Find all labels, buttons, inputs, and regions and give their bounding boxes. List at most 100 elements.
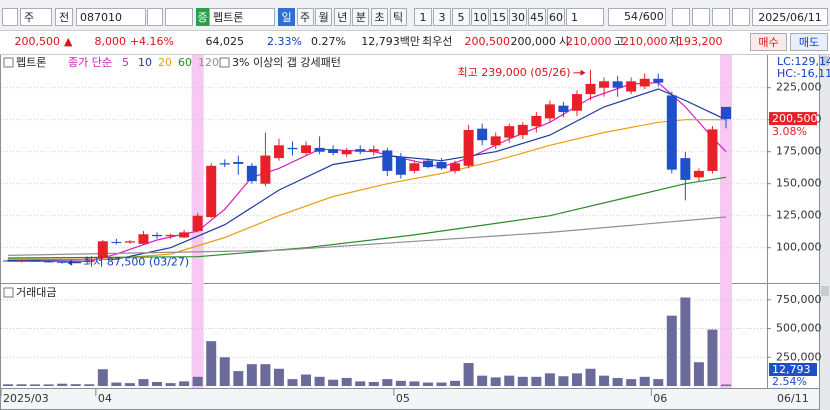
interval-button[interactable]: 45 <box>528 8 546 26</box>
candle-body <box>544 104 555 119</box>
legend-pattern: 3% 이상의 갭 강세패턴 <box>232 56 341 69</box>
candle-body <box>585 83 596 95</box>
change-pct: +4.16% <box>129 35 174 48</box>
volume-bar <box>680 297 691 386</box>
date-input[interactable]: 2025/06/11 <box>752 8 828 26</box>
sound-button[interactable] <box>165 8 193 26</box>
prev-button[interactable]: 전 <box>55 8 73 26</box>
volume-bar <box>463 363 474 386</box>
min-annotation: 최저 87,500 (03/27) <box>83 256 189 269</box>
candle-body <box>666 95 677 170</box>
best-label: 최우선 <box>422 35 453 48</box>
code-input[interactable]: 087010 <box>76 8 146 26</box>
panel-icon[interactable] <box>3 287 14 298</box>
period-button[interactable]: 년 <box>333 8 351 26</box>
panel-icon[interactable] <box>3 57 14 68</box>
period-button[interactable]: 틱 <box>389 8 407 26</box>
count-box[interactable] <box>608 8 666 26</box>
volume-bar <box>273 368 284 386</box>
interval-button[interactable]: 3 <box>433 8 451 26</box>
candle-body <box>341 150 352 155</box>
volume-bar <box>206 341 217 386</box>
change-arrow: ▲ <box>64 35 73 48</box>
candle-body <box>626 81 637 92</box>
ask: 200,500 <box>464 35 511 48</box>
price: 200,500 <box>14 35 61 48</box>
candle-body <box>436 161 447 169</box>
candle-body <box>152 234 163 237</box>
volume-panel <box>0 283 768 389</box>
tool-icon[interactable] <box>692 8 710 26</box>
volume-bar <box>395 380 406 386</box>
legend-entry: 20 <box>158 56 172 69</box>
scrollbar[interactable] <box>820 54 830 410</box>
volume-bar <box>97 369 108 386</box>
buy-button[interactable]: 매수 <box>750 33 787 51</box>
period-button[interactable]: 일 <box>278 8 295 26</box>
sell-button[interactable]: 매도 <box>790 33 828 51</box>
interval-button[interactable]: 15 <box>490 8 508 26</box>
candle-body <box>57 261 68 263</box>
legend-title: 펩트론 <box>16 56 46 69</box>
candle-body <box>490 136 501 146</box>
stock-name[interactable]: 펩트론 <box>209 8 275 26</box>
volume-bar <box>246 364 257 386</box>
interval-button[interactable]: 60 <box>547 8 565 26</box>
end-date: 06/11 <box>777 392 809 405</box>
tool-icon[interactable] <box>732 8 750 26</box>
y-tick-label: 225,000 <box>776 81 822 94</box>
volume-bar <box>138 379 149 386</box>
period-button[interactable]: 초 <box>371 8 388 26</box>
candle-body <box>558 105 569 113</box>
volume-bar <box>721 384 731 386</box>
candle-body <box>16 260 27 262</box>
change: 8,000 <box>94 35 127 48</box>
candle-body <box>571 94 582 111</box>
x-tick-label: 06 <box>653 392 667 405</box>
volume-bar <box>436 382 447 386</box>
period-button[interactable]: 분 <box>352 8 370 26</box>
volume-bar <box>558 376 569 386</box>
tool-icon[interactable] <box>672 8 690 26</box>
tool-icon[interactable] <box>712 8 730 26</box>
volume-bar <box>504 375 515 386</box>
volume-bar <box>422 382 433 386</box>
volume-tag <box>769 363 817 376</box>
search-button[interactable] <box>147 8 163 26</box>
volume-bar <box>517 376 528 386</box>
volume-bar <box>314 376 325 386</box>
y-tick-label: 125,000 <box>776 209 822 222</box>
menu-icon[interactable] <box>2 8 18 26</box>
period-button[interactable]: 주 <box>296 8 314 26</box>
volume-bar <box>585 368 596 386</box>
volume-bar <box>707 329 718 386</box>
market-select[interactable]: 주 <box>20 8 52 26</box>
scroll-up[interactable] <box>821 56 829 66</box>
interval-button[interactable]: 1 <box>414 8 432 26</box>
candle-body <box>260 155 271 184</box>
interval-button[interactable]: 10 <box>471 8 489 26</box>
volume-bar <box>626 379 637 386</box>
low: 193,200 <box>677 35 723 48</box>
price-tag <box>769 112 817 126</box>
candle-body <box>531 115 542 127</box>
candle-body <box>124 241 135 243</box>
candle-body <box>287 147 298 150</box>
interval-button[interactable]: 30 <box>509 8 527 26</box>
candle-body <box>504 126 515 138</box>
price-tag-label: 200,500 <box>772 112 818 125</box>
interval-select[interactable]: 1 <box>566 8 604 26</box>
volume-bar <box>165 383 176 386</box>
period-button[interactable]: 월 <box>315 8 333 26</box>
pattern-icon[interactable] <box>219 57 230 68</box>
volume-pct-label: 2.54% <box>772 375 807 388</box>
candle-body <box>328 149 339 153</box>
interval-button[interactable]: 5 <box>452 8 470 26</box>
volume-bar <box>57 383 68 386</box>
volume-bar <box>612 377 623 386</box>
volume-bar <box>219 357 230 386</box>
market-badge: 증 <box>196 8 209 26</box>
volume-bar <box>328 379 339 386</box>
scroll-up[interactable] <box>821 286 829 296</box>
